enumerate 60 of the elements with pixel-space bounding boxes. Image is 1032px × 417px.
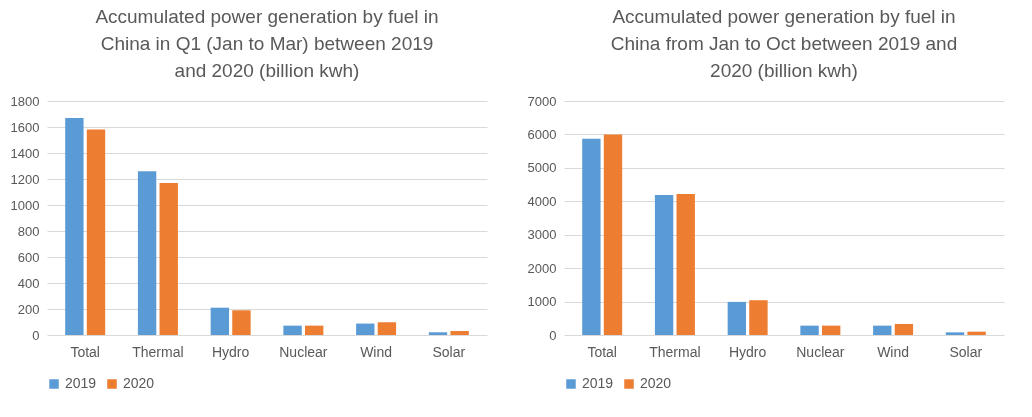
x-tick-label: Solar: [432, 343, 466, 360]
bar: [749, 300, 768, 335]
bar: [137, 171, 157, 335]
legend-label: 2019: [65, 375, 97, 391]
bar: [283, 325, 302, 335]
x-tick-label: Wind: [877, 343, 910, 360]
x-tick-label: Thermal: [649, 343, 701, 360]
bar: [603, 134, 623, 335]
legend-label: 2020: [640, 375, 672, 391]
chart-title: Accumulated power generation by fuel in China in Q1 (Jan to Mar) between 2019 and 2020 (billion kwh): [95, 6, 439, 81]
y-tick-label: 1800: [10, 93, 40, 109]
x-tick-label: Total: [70, 343, 100, 360]
y-tick-label: 1000: [10, 197, 40, 213]
bar: [945, 332, 965, 335]
y-tick-label: 3000: [527, 227, 557, 243]
bar: [676, 193, 695, 335]
y-tick-label: 7000: [527, 93, 557, 109]
bar: [86, 129, 106, 335]
y-tick-label: 1600: [10, 119, 40, 135]
x-tick-label: Wind: [360, 343, 393, 360]
x-tick-label: Nuclear: [796, 343, 845, 360]
bar: [428, 332, 448, 335]
y-tick-label: 4000: [527, 193, 557, 209]
bar: [210, 307, 230, 335]
x-tick-label: Nuclear: [279, 343, 328, 360]
bar: [582, 138, 601, 335]
bar: [159, 182, 178, 335]
bar: [232, 310, 251, 335]
bar: [821, 325, 841, 335]
bar: [356, 323, 375, 335]
y-tick-label: 0: [32, 327, 40, 343]
bar: [967, 331, 986, 335]
y-tick-label: 1200: [10, 171, 40, 187]
bar: [800, 325, 819, 335]
y-tick-label: 800: [17, 223, 40, 239]
y-tick-label: 6000: [527, 126, 557, 142]
y-tick-label: 2000: [527, 260, 557, 276]
bar: [654, 194, 674, 335]
x-tick-label: Hydro: [728, 343, 767, 360]
bar: [304, 325, 324, 335]
x-tick-label: Thermal: [132, 343, 184, 360]
legend-label: 2020: [123, 375, 155, 391]
y-tick-label: 5000: [527, 160, 557, 176]
x-tick-label: Hydro: [211, 343, 250, 360]
bar: [450, 330, 469, 335]
bar: [727, 301, 747, 335]
y-tick-label: 600: [17, 249, 40, 265]
y-tick-label: 1400: [10, 145, 40, 161]
bar: [377, 322, 397, 335]
y-tick-label: 0: [549, 327, 557, 343]
x-tick-label: Solar: [949, 343, 983, 360]
chart-title: Accumulated power generation by fuel in China from Jan to Oct between 2019 and 2020 (billion kwh): [610, 6, 958, 81]
bar: [873, 325, 892, 335]
y-tick-label: 200: [17, 301, 40, 317]
bar: [894, 323, 914, 335]
y-tick-label: 1000: [527, 294, 557, 310]
y-tick-label: 400: [17, 275, 40, 291]
x-tick-label: Total: [587, 343, 617, 360]
legend-label: 2019: [582, 375, 614, 391]
bar: [65, 117, 84, 335]
